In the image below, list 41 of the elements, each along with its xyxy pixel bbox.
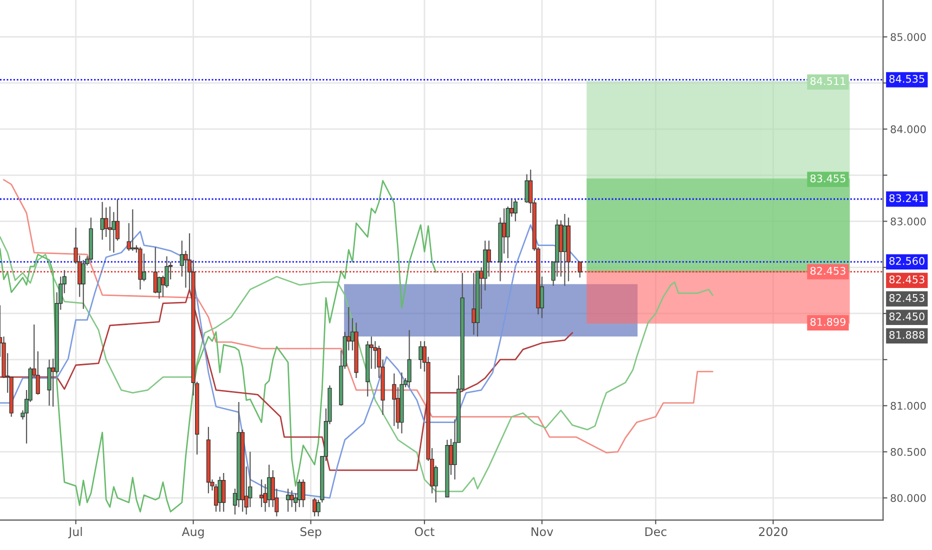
candlestick	[407, 330, 412, 388]
x-tick-label: Oct	[414, 527, 434, 536]
text: 81.888	[889, 331, 924, 339]
text: 82.450	[889, 312, 924, 320]
candlestick	[418, 340, 423, 370]
ref-line-label: 82.453	[889, 276, 924, 284]
y-tick-label: 85.000	[890, 33, 926, 41]
data-label: 84.511	[810, 77, 846, 85]
line-series	[0, 236, 714, 492]
x-tick-label: 2020	[759, 527, 788, 536]
y-tick-label: 83.000	[890, 218, 926, 226]
x-tick-label: Aug	[182, 527, 204, 538]
candlestick	[81, 259, 86, 310]
data-label: 82.453	[810, 266, 846, 275]
candlestick	[130, 208, 135, 252]
y-tick-label: 80.000	[890, 494, 926, 502]
candlestick	[392, 372, 396, 427]
data-label: 83.455	[810, 174, 846, 182]
x-tick-label: Jul	[68, 526, 82, 538]
line-series	[0, 180, 437, 512]
line-series	[3, 179, 714, 454]
y-tick-label: 80.500	[890, 448, 926, 456]
text: 82.453	[889, 294, 924, 302]
line-series	[0, 288, 573, 471]
candlestick	[267, 464, 272, 508]
candlestick	[513, 198, 518, 222]
line-series	[0, 224, 581, 499]
candlestick	[47, 359, 52, 406]
x-tick-label: Dec	[645, 527, 666, 536]
y-tick-label: 81.000	[890, 402, 926, 410]
data-label: 81.899	[810, 318, 846, 326]
y-tick-label: 84.000	[890, 125, 926, 134]
candlestick	[222, 472, 226, 512]
x-tick-label: Sep	[300, 527, 322, 538]
candlestick	[301, 478, 306, 508]
ref-line-label: 83.241	[889, 194, 924, 202]
candlestick	[286, 488, 290, 512]
ref-line-label: 84.535	[889, 74, 924, 83]
candlestick	[312, 497, 317, 517]
x-tick-label: Nov	[532, 527, 554, 536]
ref-line-label: 82.560	[889, 257, 924, 265]
